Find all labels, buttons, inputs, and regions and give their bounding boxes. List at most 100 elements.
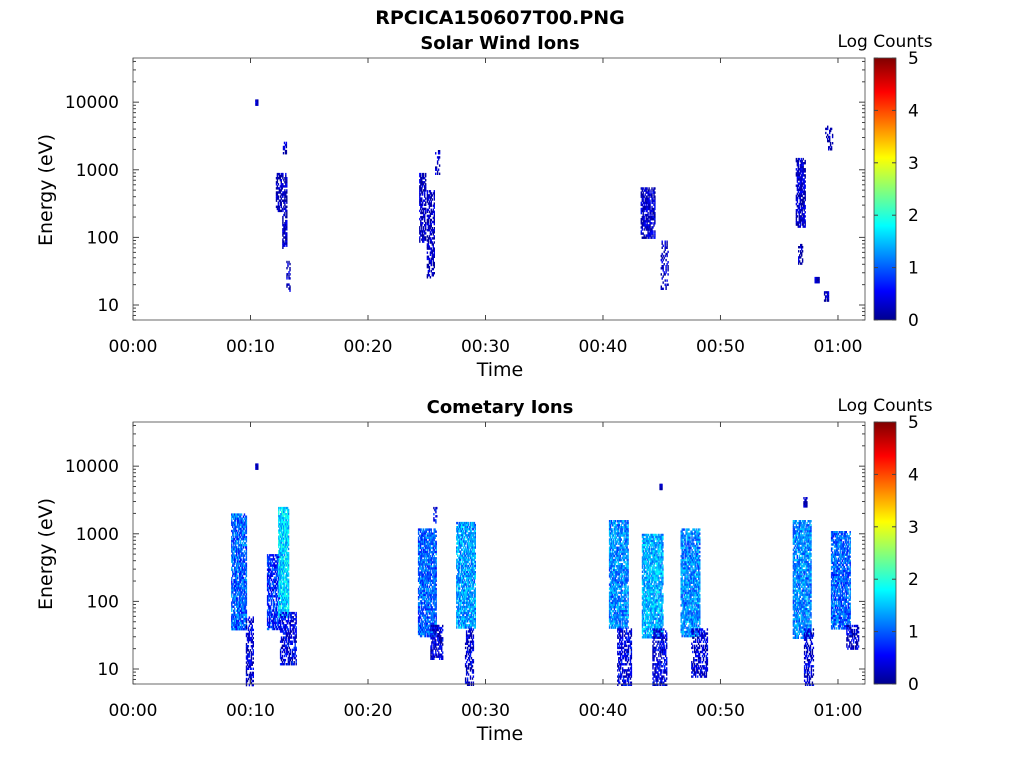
data-cell <box>458 581 460 584</box>
data-cell <box>460 544 462 547</box>
data-cell <box>467 542 470 545</box>
data-cell <box>827 297 830 300</box>
data-cell <box>435 559 437 562</box>
data-cell <box>418 528 421 531</box>
data-cell <box>285 547 288 551</box>
data-cell <box>433 534 435 537</box>
data-cell <box>424 199 426 202</box>
data-cell <box>245 538 248 541</box>
data-cell <box>278 558 280 561</box>
data-cell <box>429 261 432 265</box>
data-cell <box>799 256 801 259</box>
data-cell <box>247 667 250 670</box>
data-cell <box>252 649 254 652</box>
data-cell <box>435 593 437 597</box>
data-cell <box>433 593 435 597</box>
data-cell <box>422 542 425 546</box>
data-cell <box>285 549 288 553</box>
data-cell <box>284 191 286 194</box>
data-cell <box>279 203 282 206</box>
data-cell <box>284 539 287 542</box>
data-cell <box>433 192 435 195</box>
data-cell <box>654 211 656 215</box>
data-cell <box>427 630 430 634</box>
data-cell <box>432 581 434 584</box>
data-cell <box>425 624 428 627</box>
data-cell <box>467 534 470 537</box>
data-cell <box>430 204 432 207</box>
data-cell <box>427 567 430 570</box>
data-cell <box>285 145 288 149</box>
data-cell <box>242 628 245 631</box>
data-cell <box>284 588 287 592</box>
data-cell <box>429 196 432 199</box>
data-cell <box>268 568 271 571</box>
data-cell <box>245 523 248 527</box>
data-cell <box>666 263 668 266</box>
data-cell <box>462 528 464 531</box>
data-cell <box>294 652 296 656</box>
data-cell <box>646 207 648 211</box>
data-cell <box>276 172 279 176</box>
data-cell <box>284 185 286 188</box>
data-cell <box>425 598 428 601</box>
data-cell <box>284 195 286 198</box>
data-cell <box>285 174 287 178</box>
data-cell <box>439 626 441 630</box>
data-cell <box>427 598 430 601</box>
data-cell <box>268 621 271 625</box>
data-cell <box>649 216 651 219</box>
data-cell <box>800 170 802 173</box>
data-cell <box>282 183 284 186</box>
data-cell <box>662 258 664 262</box>
data-cell <box>285 543 288 547</box>
data-cell <box>252 620 254 623</box>
data-cell <box>426 536 429 539</box>
data-cell <box>285 650 288 654</box>
data-cell <box>796 215 799 218</box>
data-cell <box>282 217 284 221</box>
data-cell <box>275 605 278 608</box>
data-cell <box>237 613 239 617</box>
data-cell <box>284 628 287 631</box>
data-cell <box>422 193 424 196</box>
data-cell <box>433 210 435 213</box>
data-cell <box>237 523 239 527</box>
data-cell <box>233 538 235 541</box>
data-cell <box>244 599 247 602</box>
data-cell <box>240 538 243 541</box>
data-cell <box>795 213 798 216</box>
data-cell <box>423 630 426 634</box>
data-cell <box>798 176 800 179</box>
data-cell <box>430 655 432 658</box>
data-cell <box>420 181 422 184</box>
data-cell <box>273 617 276 620</box>
data-cell <box>469 571 472 574</box>
data-cell <box>424 616 427 619</box>
data-cell <box>423 538 426 542</box>
data-cell <box>467 587 470 590</box>
data-cell <box>648 201 650 205</box>
data-cell <box>280 630 283 633</box>
data-cell <box>288 656 290 660</box>
data-cell <box>460 554 462 557</box>
data-cell <box>295 622 297 625</box>
data-cell <box>239 562 242 565</box>
data-cell <box>279 586 281 590</box>
data-cell <box>239 570 242 574</box>
data-cell <box>283 511 285 514</box>
data-cell <box>429 198 432 201</box>
data-cell <box>664 273 666 276</box>
data-cell <box>241 597 244 600</box>
data-cell <box>427 263 430 267</box>
data-cell <box>419 203 421 206</box>
data-cell <box>429 259 432 263</box>
data-cell <box>239 591 242 594</box>
data-cell <box>457 526 459 529</box>
data-cell <box>421 189 423 192</box>
data-cell <box>427 216 430 220</box>
data-cell <box>795 223 798 226</box>
x-tick-label: 00:10 <box>226 337 275 357</box>
data-cell <box>801 209 803 212</box>
data-cell <box>282 537 284 540</box>
